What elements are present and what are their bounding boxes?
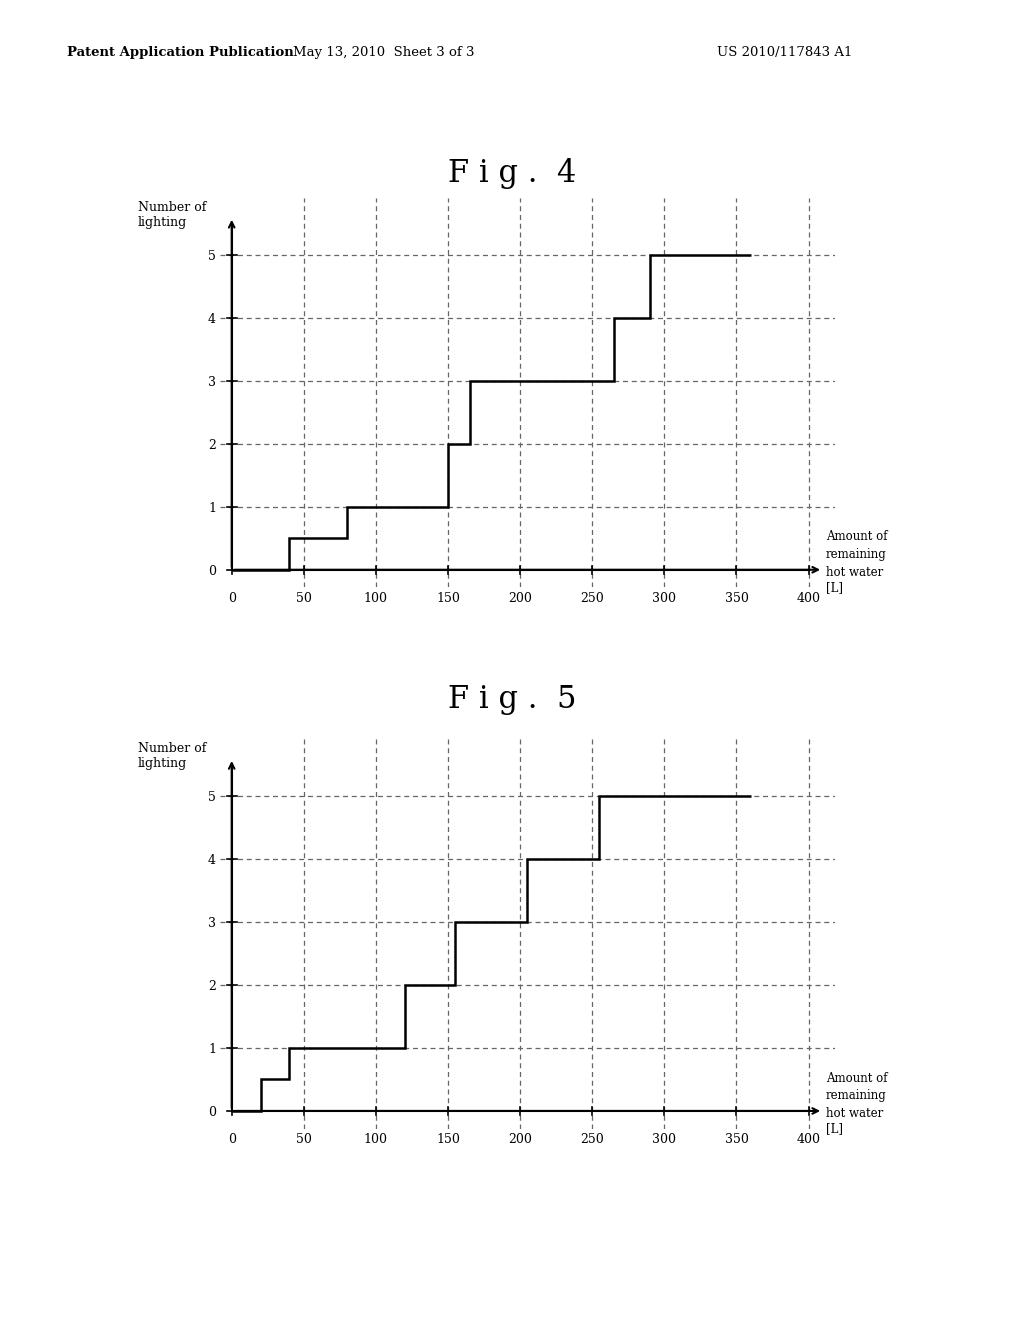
Text: Patent Application Publication: Patent Application Publication bbox=[67, 46, 293, 59]
Text: F i g .  5: F i g . 5 bbox=[447, 684, 577, 714]
Text: hot water: hot water bbox=[826, 1107, 883, 1119]
Text: remaining: remaining bbox=[826, 1089, 887, 1102]
Text: Number of
lighting: Number of lighting bbox=[138, 742, 206, 771]
Text: hot water: hot water bbox=[826, 566, 883, 578]
Text: F i g .  4: F i g . 4 bbox=[447, 158, 577, 189]
Text: US 2010/117843 A1: US 2010/117843 A1 bbox=[717, 46, 852, 59]
Text: May 13, 2010  Sheet 3 of 3: May 13, 2010 Sheet 3 of 3 bbox=[293, 46, 475, 59]
Text: Amount of: Amount of bbox=[826, 1072, 888, 1085]
Text: [L]: [L] bbox=[826, 1122, 843, 1135]
Text: [L]: [L] bbox=[826, 581, 843, 594]
Text: Number of
lighting: Number of lighting bbox=[138, 201, 206, 230]
Text: Amount of: Amount of bbox=[826, 531, 888, 544]
Text: remaining: remaining bbox=[826, 548, 887, 561]
